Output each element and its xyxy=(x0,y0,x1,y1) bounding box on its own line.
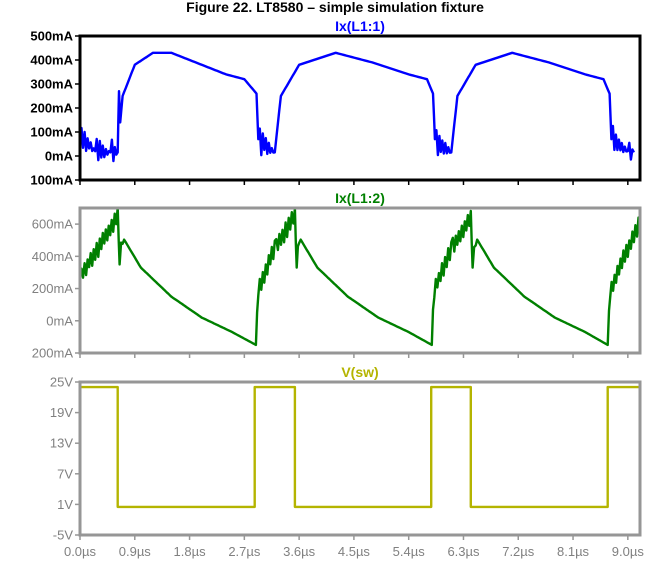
y-tick-label: 300mA xyxy=(30,77,73,92)
series-line xyxy=(80,51,635,163)
figure-title: Figure 22. LT8580 – simple simulation fi… xyxy=(186,0,484,15)
y-tick-label: 100mA xyxy=(30,173,73,188)
series-title: Ix(L1:2) xyxy=(335,190,385,206)
y-tick-label: 1V xyxy=(57,497,73,512)
x-tick-label: 6.3µs xyxy=(447,544,480,559)
y-tick-label: 0mA xyxy=(45,149,74,164)
x-tick-label: 3.6µs xyxy=(283,544,316,559)
x-tick-label: 2.7µs xyxy=(228,544,261,559)
y-tick-label: 0mA xyxy=(46,313,73,328)
plot-panels: Ix(L1:1) 500mA 400mA 300mA 200mA 100mA 0mA 100m… xyxy=(30,18,644,559)
x-tick-label: 5.4µs xyxy=(393,544,426,559)
series-title: V(sw) xyxy=(341,364,378,380)
y-tick-label: 100mA xyxy=(30,125,73,140)
plot-frame xyxy=(78,380,642,537)
y-tick-label: 400mA xyxy=(30,53,73,68)
y-tick-label: 200mA xyxy=(32,281,74,296)
series-line xyxy=(80,385,640,509)
plot-panel-1: Ix(L1:1) 500mA 400mA 300mA 200mA 100mA 0mA 100m… xyxy=(30,18,642,188)
x-tick-label: 4.5µs xyxy=(338,544,371,559)
plot-panel-3: V(sw) 25V 19V 13V 7V 1V -5V0.0µs 0.9µs 1.8µs 2.7µ… xyxy=(50,364,644,559)
y-tick-label: 7V xyxy=(57,466,73,481)
series-title: Ix(L1:1) xyxy=(335,18,385,34)
series-line xyxy=(80,208,640,347)
plot-frame xyxy=(78,206,642,355)
y-tick-label: 25V xyxy=(50,375,73,390)
y-tick-label: -5V xyxy=(53,528,74,543)
y-tick-label: 600mA xyxy=(32,217,74,232)
y-tick-label: 200mA xyxy=(32,346,74,361)
x-tick-label: 0.0µs xyxy=(64,544,97,559)
y-tick-label: 500mA xyxy=(30,29,73,44)
y-tick-label: 200mA xyxy=(30,101,73,116)
y-tick-label: 400mA xyxy=(32,249,74,264)
y-tick-label: 19V xyxy=(50,405,73,420)
y-tick-label: 13V xyxy=(50,436,73,451)
x-tick-label: 9.0µs xyxy=(612,544,645,559)
x-tick-label: 1.8µs xyxy=(174,544,207,559)
plot-frame xyxy=(78,34,642,182)
plot-panel-2: Ix(L1:2) 600mA 400mA 200mA 0mA 200mA xyxy=(32,190,642,361)
x-tick-label: 8.1µs xyxy=(557,544,590,559)
x-tick-label: 0.9µs xyxy=(119,544,152,559)
x-tick-label: 7.2µs xyxy=(502,544,535,559)
